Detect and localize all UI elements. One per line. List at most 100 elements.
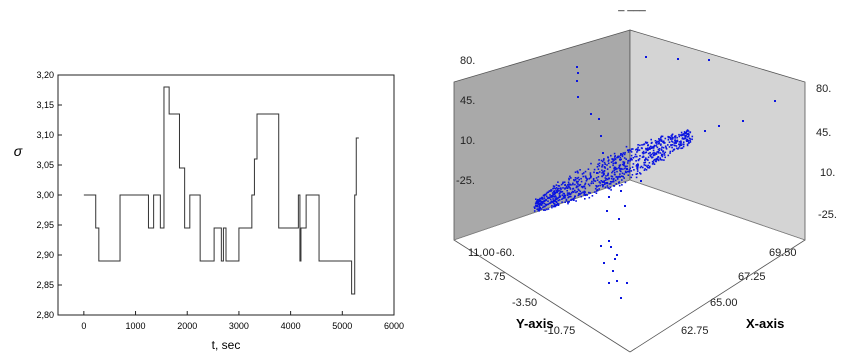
scatter-point <box>642 166 644 169</box>
scatter-point <box>635 176 638 179</box>
scatter-point <box>614 162 616 164</box>
scatter-point <box>599 184 601 187</box>
scatter-point-outlier <box>645 56 647 58</box>
scatter-point <box>613 173 616 176</box>
scatter-point <box>664 151 667 154</box>
scatter-point <box>636 148 639 151</box>
scatter-point <box>660 143 662 145</box>
scatter-point-outlier <box>626 168 628 170</box>
scatter-point <box>681 137 684 140</box>
scatter-point <box>594 180 597 182</box>
scatter-point <box>572 182 574 185</box>
scatter-point <box>579 193 582 195</box>
scatter-point <box>605 175 607 177</box>
scatter-point <box>604 177 607 179</box>
scatter-point-outlier <box>626 282 628 284</box>
scatter-point <box>668 146 671 148</box>
scatter-point <box>593 168 596 171</box>
scatter-point <box>558 187 560 190</box>
scatter-point <box>655 142 657 144</box>
scatter-point <box>618 181 621 183</box>
scatter-point <box>656 151 658 153</box>
scatter-point <box>580 195 583 198</box>
scatter-point <box>630 157 632 160</box>
scatter-point <box>627 174 630 176</box>
scatter-point <box>595 177 598 179</box>
scatter-point <box>651 160 654 163</box>
scatter-point <box>550 189 552 191</box>
scatter-point <box>538 207 541 209</box>
scatter-point <box>549 198 552 201</box>
scatter-point <box>567 181 570 184</box>
scatter-point <box>553 202 555 205</box>
scatter-point <box>586 194 588 196</box>
scatter-point <box>594 187 597 190</box>
scatter-point <box>641 144 643 146</box>
scatter-point <box>682 143 685 146</box>
scatter-point <box>568 192 571 194</box>
scatter-point <box>534 207 536 209</box>
scatter-point <box>557 203 560 205</box>
scatter-point <box>549 202 552 204</box>
scatter-points <box>533 56 776 299</box>
scatter-point <box>568 183 570 185</box>
scatter-point <box>652 147 654 149</box>
right-back-wall <box>629 29 806 241</box>
scatter-point <box>653 163 656 165</box>
scatter-point <box>623 153 626 156</box>
scatter-point <box>540 203 543 205</box>
scatter-point <box>650 155 652 158</box>
scatter-point <box>575 186 578 189</box>
scatter-point <box>676 136 678 139</box>
z-tick-label-right: 10. <box>820 167 835 179</box>
y-tick-label: 2,95 <box>36 220 54 230</box>
scatter-point <box>649 148 651 150</box>
scatter-point <box>579 183 582 186</box>
scatter-point <box>678 135 681 138</box>
scatter-point-outlier <box>620 297 622 299</box>
scatter-point <box>659 157 661 159</box>
scatter-point-outlier <box>590 113 592 115</box>
scatter-point <box>546 195 548 198</box>
scatter-point <box>639 155 641 157</box>
scatter-point <box>677 148 679 150</box>
scatter-point <box>691 135 694 138</box>
scatter-point <box>609 186 612 189</box>
scatter-point <box>538 204 541 207</box>
scatter-point <box>654 158 657 161</box>
scatter-point-outlier <box>608 196 610 198</box>
scatter-point <box>637 159 640 162</box>
scatter-point <box>608 177 610 179</box>
scatter-point <box>662 150 665 152</box>
scatter-point <box>605 177 608 180</box>
scatter-point <box>678 133 680 136</box>
scatter-point <box>563 192 565 195</box>
scatter-point <box>558 199 561 201</box>
scatter-point <box>578 192 580 195</box>
scatter-point <box>560 188 562 191</box>
scatter-point <box>578 184 580 187</box>
scatter-point <box>634 155 636 158</box>
scatter-point <box>619 156 622 159</box>
scatter-point <box>577 172 579 174</box>
scatter-point <box>574 195 576 197</box>
scatter-point-outlier <box>576 66 578 68</box>
scatter-point <box>640 147 643 149</box>
scatter-point <box>623 164 625 167</box>
scatter-point <box>558 189 560 192</box>
scatter-point <box>546 208 548 211</box>
scatter-point <box>648 166 651 169</box>
scatter-point <box>680 142 682 145</box>
scatter-point <box>637 144 639 146</box>
scatter-point <box>540 201 543 203</box>
scatter-point <box>688 137 691 140</box>
x-tick-label-3d: 67.25 <box>738 271 766 283</box>
scatter-point <box>688 134 690 136</box>
scatter-point <box>622 168 624 170</box>
scatter-point <box>593 171 595 174</box>
scatter-point <box>536 208 538 211</box>
floor-right-edge <box>629 239 806 353</box>
scatter-point <box>686 133 688 136</box>
scatter-point <box>578 189 580 192</box>
scatter-point <box>552 190 555 193</box>
